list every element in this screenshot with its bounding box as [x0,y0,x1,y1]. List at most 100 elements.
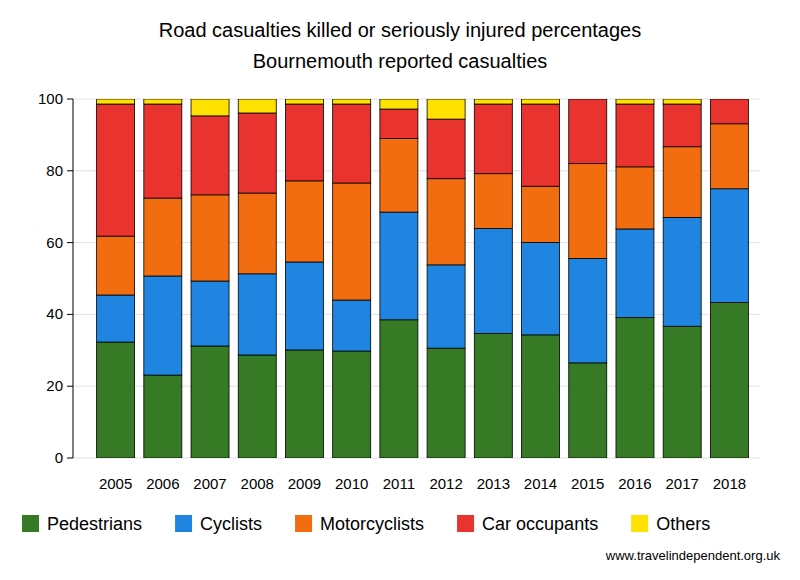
bar-segment [97,342,135,458]
bar-segment [97,295,135,342]
bar-segment [522,186,560,242]
tick-label: 80 [46,162,63,179]
bar-segment [238,113,276,193]
category-label: 2010 [335,475,368,492]
bar-segment [144,99,182,104]
bar-segment [191,346,229,458]
chart: Road casualties killed or seriously inju… [0,0,800,580]
bar-segment [710,303,748,458]
bar-segment [285,104,323,181]
category-label: 2017 [665,475,698,492]
bar-segment [333,99,371,104]
tick-label: 0 [55,449,63,466]
bar-segment [427,119,465,179]
y-axis [73,99,74,458]
bar-segment [427,179,465,265]
bar-segment [238,274,276,355]
tick-label: 60 [46,234,63,251]
bar-segment [380,99,418,109]
bar-segment [522,335,560,458]
bar-segment [474,104,512,174]
category-label: 2018 [713,475,746,492]
category-label: 2015 [571,475,604,492]
bar-segment [285,262,323,350]
bar-segment [569,164,607,259]
bar-segment [191,195,229,281]
tick-mark [67,242,73,243]
category-label: 2009 [288,475,321,492]
bar-segment [144,198,182,276]
bar-segment [238,355,276,458]
bar-segment [663,147,701,218]
legend-label: Cyclists [200,514,262,534]
legend-swatch [22,515,39,532]
category-label: 2014 [524,475,557,492]
bar-segment [238,99,276,113]
bar-segment [144,375,182,458]
legend-swatch [175,515,192,532]
bar-segment [522,243,560,335]
category-label: 2008 [241,475,274,492]
bar-segment [333,300,371,351]
bar-segment [569,99,607,100]
bar-segment [144,104,182,198]
category-label: 2016 [618,475,651,492]
tick-mark [67,170,73,171]
bar-segment [710,124,748,189]
bar-segment [663,217,701,326]
category-label: 2013 [477,475,510,492]
bar-segment [663,326,701,458]
bar-segment [569,258,607,362]
legend-label: Others [656,514,710,534]
source-note: www.travelindependent.org.uk [605,548,781,563]
bar-segment [285,350,323,458]
legend-label: Pedestrians [47,514,142,534]
bar-segment [191,116,229,195]
bar-segment [380,320,418,458]
bar-segment [616,99,654,104]
bar-segment [710,99,748,124]
bar-segment [569,99,607,164]
bar-segment [191,281,229,346]
bar-segment [474,174,512,229]
bar-segment [663,99,701,104]
category-label: 2006 [146,475,179,492]
bar-segment [616,104,654,167]
legend-swatch [457,515,474,532]
category-label: 2007 [193,475,226,492]
legend-swatch [295,515,312,532]
bar-segment [427,265,465,348]
bar-segment [144,276,182,375]
bar-segment [474,99,512,104]
category-label: 2012 [429,475,462,492]
tick-label: 40 [46,305,63,322]
bar-segment [616,229,654,318]
bar-segment [380,212,418,320]
tick-mark [67,458,73,459]
legend-label: Car occupants [482,514,598,534]
bar-segment [238,193,276,274]
tick-mark [67,386,73,387]
bar-segment [333,351,371,458]
bar-segment [191,99,229,116]
bar-segment [616,167,654,229]
tick-label: 20 [46,377,63,394]
category-label: 2011 [383,475,415,492]
tick-mark [67,99,73,100]
bar-segment [427,99,465,119]
bar-segment [710,189,748,303]
bar-segment [97,104,135,236]
bar-segment [97,236,135,295]
bar-segment [522,99,560,104]
bar-segment [522,104,560,186]
legend-swatch [631,515,648,532]
bars [97,99,749,458]
legend-label: Motorcyclists [320,514,424,534]
bar-segment [97,99,135,104]
category-label: 2005 [99,475,132,492]
bar-segment [285,99,323,104]
bar-segment [380,109,418,138]
bar-segment [663,104,701,147]
bar-segment [710,99,748,100]
bar-segment [616,318,654,458]
